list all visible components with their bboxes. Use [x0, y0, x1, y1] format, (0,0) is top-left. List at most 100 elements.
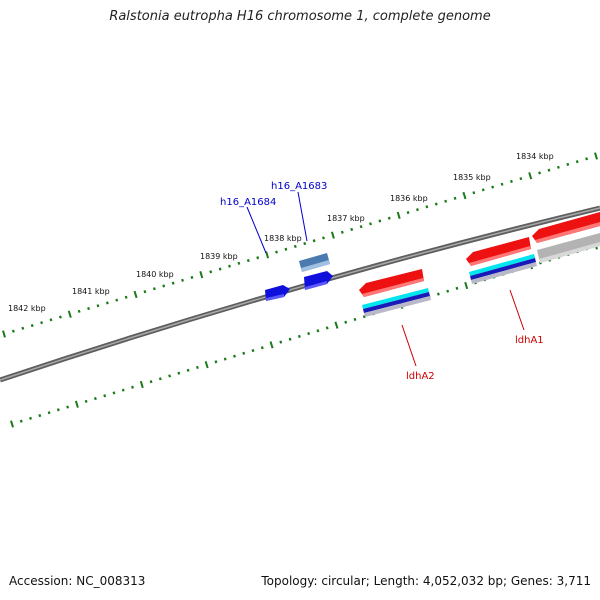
outer-track-minor-tick	[162, 284, 166, 288]
inner-track-major-tick	[269, 341, 274, 349]
gene-ldha1[interactable]	[466, 237, 537, 284]
gene-label-ldha1[interactable]: ldhA1	[515, 335, 544, 346]
outer-track-minor-tick	[556, 165, 560, 169]
inner-track-minor-tick	[242, 351, 246, 355]
outer-track-minor-tick	[472, 191, 476, 195]
outer-track-minor-tick	[453, 196, 457, 200]
inner-track-minor-tick	[288, 337, 292, 341]
ldha2-arrow-shade	[362, 278, 424, 297]
ldha2-cyan-feature	[362, 288, 429, 309]
outer-track-minor-tick	[416, 208, 419, 212]
ldha1-navy-feature	[470, 258, 536, 280]
inner-track-minor-tick	[177, 371, 181, 375]
inner-track-minor-tick	[233, 354, 236, 358]
gene-box-steel-shade	[301, 260, 330, 272]
inner-track-minor-tick	[158, 377, 162, 381]
gene-adjacent-right[interactable]	[532, 212, 600, 263]
outer-track-minor-tick	[369, 222, 372, 226]
inner-track-minor-tick	[112, 391, 116, 395]
outer-track-minor-tick	[209, 270, 213, 274]
outer-tick-track	[2, 152, 598, 338]
ldha1-cyan-feature	[469, 254, 535, 276]
outer-track-major-tick	[199, 271, 204, 279]
outer-track-minor-tick	[425, 205, 429, 209]
outer-track-minor-tick	[124, 295, 128, 299]
ldha1-arrow[interactable]	[466, 237, 531, 266]
inner-track-minor-tick	[131, 385, 134, 389]
chromosome-backbone-highlight	[0, 207, 600, 381]
tick-label-1840: 1840 kbp	[136, 270, 174, 279]
inner-track-minor-tick	[168, 374, 172, 378]
adjacent-red-arrow[interactable]	[532, 212, 600, 243]
tick-label-1834: 1834 kbp	[516, 152, 554, 161]
outer-track-minor-tick	[21, 326, 25, 330]
gene-h16-a1683[interactable]	[299, 253, 330, 272]
inner-track-minor-tick	[446, 289, 450, 293]
inner-track-minor-tick	[56, 408, 60, 412]
outer-track-minor-tick	[30, 323, 34, 328]
tick-labels: 1834 kbp 1835 kbp 1836 kbp 1837 kbp 1838…	[8, 152, 554, 313]
outer-track-major-tick	[133, 290, 138, 299]
genome-summary-text: Topology: circular; Length: 4,052,032 bp…	[261, 574, 591, 588]
outer-track-minor-tick	[190, 275, 194, 279]
outer-track-minor-tick	[350, 227, 354, 232]
inner-track-minor-tick	[455, 286, 459, 290]
inner-track-minor-tick	[279, 340, 283, 344]
inner-track-minor-tick	[47, 411, 51, 415]
outer-track-minor-tick	[322, 236, 325, 240]
inner-track-minor-tick	[121, 388, 125, 392]
gene-label-h16-a1684[interactable]: h16_A1684	[220, 197, 276, 208]
outer-track-minor-tick	[115, 298, 119, 302]
outer-track-major-tick	[528, 172, 533, 180]
inner-track-major-tick	[10, 420, 14, 428]
gene-h16-a1684[interactable]	[265, 271, 333, 301]
outer-track-minor-tick	[585, 157, 589, 161]
leader-h16-a1684	[246, 206, 267, 254]
outer-track-minor-tick	[105, 301, 109, 305]
inner-track-minor-tick	[251, 348, 255, 353]
tick-label-1835: 1835 kbp	[453, 173, 491, 182]
inner-track-minor-tick	[307, 332, 311, 336]
outer-track-minor-tick	[96, 304, 100, 308]
gene-arrow-small-left-shade	[266, 294, 284, 301]
inner-track-minor-tick	[297, 334, 301, 338]
ldha2-gray-feature	[364, 296, 431, 317]
outer-track-minor-tick	[237, 261, 241, 265]
outer-track-minor-tick	[312, 239, 316, 243]
inner-track-minor-tick	[66, 405, 70, 409]
outer-track-minor-tick	[11, 329, 15, 333]
outer-track-minor-tick	[510, 179, 513, 183]
outer-track-minor-tick	[500, 182, 504, 186]
gene-label-h16-a1683[interactable]: h16_A1683	[271, 181, 327, 192]
outer-track-major-tick	[2, 330, 6, 338]
inner-track-minor-tick	[344, 320, 348, 324]
outer-track-minor-tick	[538, 171, 542, 175]
leader-ldha2	[401, 324, 417, 367]
gene-arrow-small-right[interactable]	[304, 271, 333, 290]
gene-label-ldha2[interactable]: ldhA2	[406, 371, 435, 382]
outer-track-major-tick	[396, 211, 401, 219]
tick-label-1839: 1839 kbp	[200, 252, 238, 261]
outer-track-minor-tick	[566, 162, 570, 167]
outer-track-minor-tick	[387, 216, 391, 220]
outer-track-minor-tick	[246, 258, 250, 263]
ldha2-arrow[interactable]	[359, 269, 424, 297]
accession-text: Accession: NC_008313	[9, 574, 146, 588]
inner-track-major-tick	[334, 321, 339, 329]
gene-ldha2[interactable]	[359, 269, 431, 317]
inner-track-minor-tick	[325, 326, 329, 330]
ldha2-navy-feature	[363, 292, 430, 313]
inner-track-minor-tick	[38, 413, 42, 418]
inner-track-major-tick	[204, 361, 209, 369]
outer-track-major-tick	[462, 191, 467, 200]
outer-track-minor-tick	[228, 264, 231, 268]
inner-track-minor-tick	[186, 368, 190, 372]
inner-track-minor-tick	[149, 380, 153, 384]
outer-track-minor-tick	[359, 225, 363, 229]
ldha1-gray-feature	[471, 262, 537, 284]
inner-track-major-tick	[139, 380, 144, 389]
outer-track-minor-tick	[275, 250, 278, 254]
outer-track-minor-tick	[481, 188, 485, 192]
inner-track-minor-tick	[195, 365, 199, 370]
